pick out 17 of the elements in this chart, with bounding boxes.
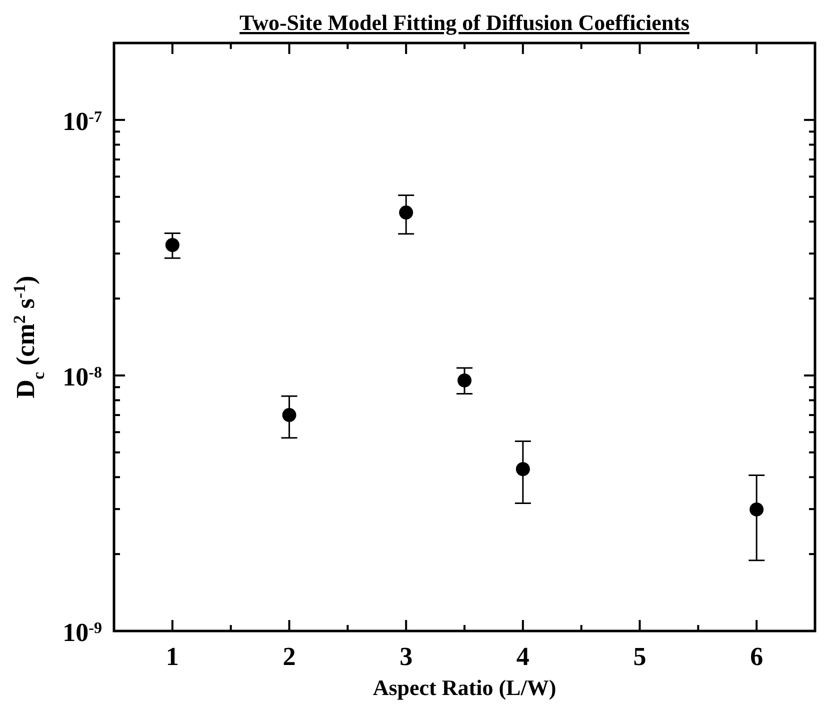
- point: [282, 408, 296, 422]
- x-tick-label: 6: [750, 642, 764, 671]
- point: [458, 373, 472, 388]
- chart-title: Two-Site Model Fitting of Diffusion Coefficients: [240, 10, 690, 35]
- point: [399, 206, 414, 220]
- x-tick-label: 3: [400, 642, 413, 671]
- x-tick-label: 5: [633, 642, 646, 671]
- y-tick-label: 10$^{-8}$: [62, 362, 102, 392]
- point: [516, 462, 530, 476]
- y-tick-label: 10$^{-9}$: [62, 618, 102, 647]
- x-tick-label: 1: [166, 642, 179, 671]
- x-axis-title: Aspect Ratio (L/W): [372, 675, 556, 700]
- x-tick-label: 2: [282, 642, 296, 671]
- point: [165, 238, 180, 252]
- point: [750, 502, 764, 516]
- y-tick-label: 10$^{-7}$: [62, 106, 102, 136]
- x-tick-label: 4: [516, 642, 530, 671]
